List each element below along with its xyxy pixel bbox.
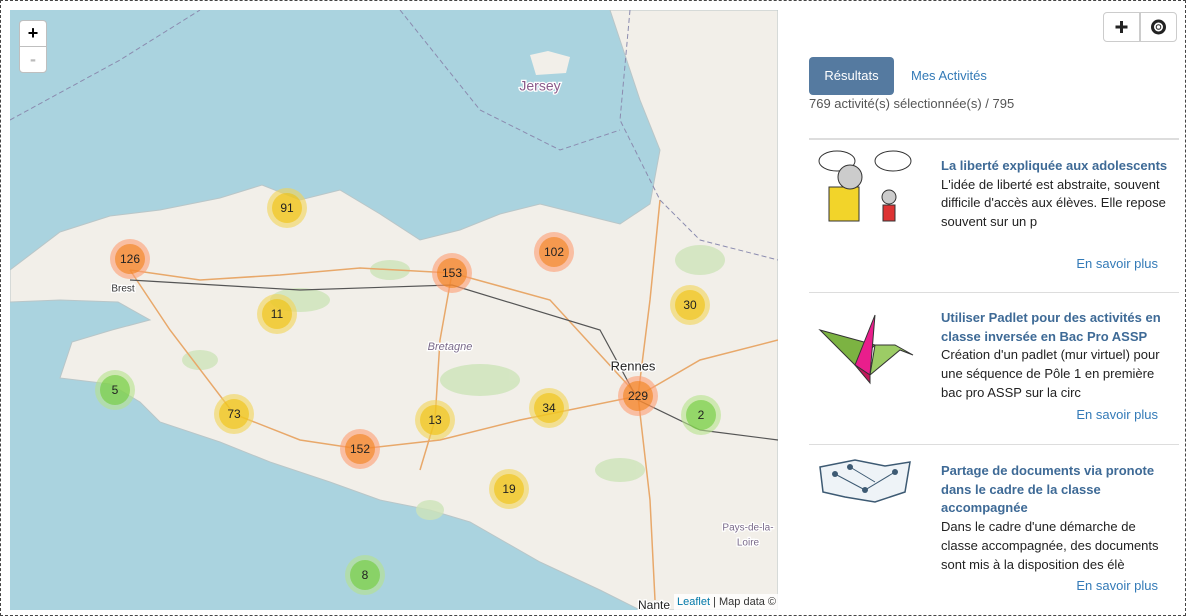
separator	[809, 292, 1179, 293]
thumbnail	[819, 459, 911, 503]
result-title[interactable]: Utiliser Padlet pour des activités en cl…	[941, 310, 1161, 344]
more-link[interactable]: En savoir plus	[1076, 578, 1158, 593]
attribution-text: | Map data ©	[713, 596, 777, 608]
map-tiles	[10, 10, 778, 610]
attribution: Leaflet | Map data ©	[674, 594, 778, 610]
cluster-core	[262, 299, 292, 329]
cluster-count: 34	[542, 401, 556, 415]
cluster-core	[534, 393, 564, 423]
result-description: L'idée de liberté est abstraite, souvent…	[941, 176, 1166, 230]
cluster-count: 30	[683, 298, 697, 312]
cluster-marker[interactable]: 34	[529, 388, 569, 428]
lifebuoy-icon	[1151, 19, 1166, 35]
cluster-marker[interactable]: 153	[432, 253, 472, 293]
land	[10, 10, 778, 610]
cluster-marker[interactable]: 102	[534, 232, 574, 272]
result-description: Création d'un padlet (mur virtuel) pour …	[941, 347, 1160, 400]
forests	[182, 245, 725, 520]
result-item: Partage de documents via pronote dans le…	[941, 462, 1173, 574]
cluster-marker[interactable]: 152	[340, 429, 380, 469]
cluster-count: 2	[698, 408, 705, 422]
cluster-marker[interactable]: 19	[489, 469, 529, 509]
cluster-count: 91	[280, 201, 294, 215]
tab-my-activities[interactable]: Mes Activités	[911, 68, 987, 83]
cluster-core	[345, 434, 375, 464]
cluster-core	[115, 244, 145, 274]
cluster-marker[interactable]: 30	[670, 285, 710, 325]
cluster-marker[interactable]: 229	[618, 376, 658, 416]
cluster-count: 5	[112, 383, 119, 397]
cluster-core	[219, 399, 249, 429]
clusters: 91 126 153 102 30 11 5 73 13 34 229 2 152 19 8	[95, 188, 721, 595]
result-title[interactable]: La liberté expliquée aux adolescents	[941, 158, 1168, 173]
cluster-core	[100, 375, 130, 405]
map[interactable]: Jersey Brest Bretagne Rennes Pays-de-la- Loir…	[0, 0, 780, 616]
place-label: Bretagne	[428, 341, 473, 353]
leaflet-link[interactable]: Leaflet	[677, 596, 711, 608]
zoom-out[interactable]: -	[19, 46, 47, 73]
cluster-marker[interactable]: 2	[681, 395, 721, 435]
result-description: Dans le cadre d'une démarche de classe a…	[941, 519, 1159, 572]
roads	[129, 199, 778, 601]
result-title[interactable]: Partage de documents via pronote dans le…	[941, 463, 1155, 516]
cluster-marker[interactable]: 5	[95, 370, 135, 410]
cluster-marker[interactable]: 8	[345, 555, 385, 595]
cluster-core	[272, 193, 302, 223]
cluster-marker[interactable]: 13	[415, 400, 455, 440]
separator	[809, 444, 1179, 445]
add-button[interactable]	[1103, 12, 1140, 42]
separator	[809, 138, 1179, 140]
plus-icon	[1115, 21, 1128, 33]
result-item: La liberté expliquée aux adolescents L'id…	[941, 157, 1173, 232]
thumbnail	[818, 314, 914, 385]
place-label: Jersey	[519, 78, 560, 94]
cluster-count: 229	[628, 389, 648, 403]
cluster-count: 153	[442, 266, 462, 280]
cluster-core	[350, 560, 380, 590]
cluster-count: 73	[227, 407, 241, 421]
cluster-core	[539, 237, 569, 267]
place-labels: Jersey Brest Bretagne Rennes Pays-de-la- Loir…	[110, 76, 775, 613]
cluster-count: 19	[502, 482, 516, 496]
cluster-core	[623, 381, 653, 411]
cluster-marker[interactable]: 91	[267, 188, 307, 228]
thumbnail	[818, 150, 912, 222]
place-label: Rennes	[611, 358, 656, 373]
place-label: Loire	[737, 538, 760, 549]
boundaries	[10, 10, 778, 261]
cluster-count: 152	[350, 442, 370, 456]
cluster-core	[494, 474, 524, 504]
cluster-count: 13	[428, 413, 442, 427]
place-label: Brest	[111, 284, 135, 295]
cluster-count: 102	[544, 245, 564, 259]
island	[530, 51, 570, 75]
cluster-core	[437, 258, 467, 288]
cluster-count: 8	[362, 568, 369, 582]
cluster-core	[420, 405, 450, 435]
cluster-count: 126	[120, 252, 140, 266]
cluster-marker[interactable]: 126	[110, 239, 150, 279]
more-link[interactable]: En savoir plus	[1076, 256, 1158, 271]
cluster-count: 11	[271, 307, 284, 321]
summary: 769 activité(s) sélectionnée(s) / 795	[809, 96, 1015, 111]
cluster-core	[675, 290, 705, 320]
cluster-marker[interactable]: 73	[214, 394, 254, 434]
cluster-core	[686, 400, 716, 430]
cluster-marker[interactable]: 11	[257, 294, 297, 334]
zoom-in[interactable]: +	[19, 20, 47, 47]
help-button[interactable]	[1140, 12, 1177, 42]
place-label: Pays-de-la-	[722, 523, 773, 534]
place-label: Nante	[638, 598, 670, 612]
more-link[interactable]: En savoir plus	[1076, 407, 1158, 422]
result-item: Utiliser Padlet pour des activités en cl…	[941, 309, 1173, 403]
tab-results[interactable]: Résultats	[809, 57, 894, 95]
